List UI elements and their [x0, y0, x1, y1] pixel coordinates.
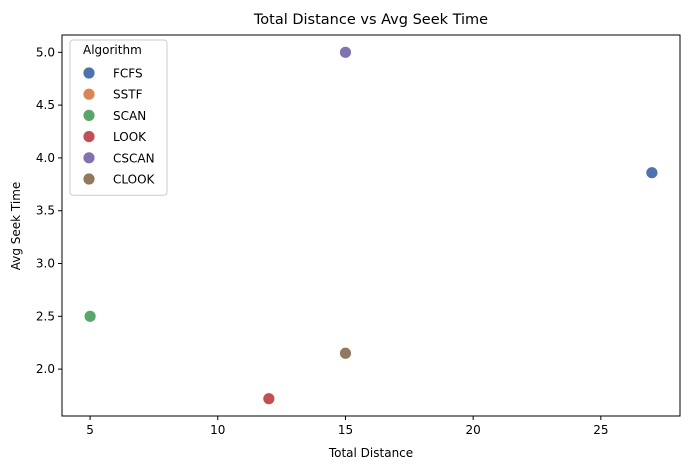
data-point-look — [262, 392, 276, 406]
y-tick-label: 2.5 — [36, 309, 55, 323]
legend-marker-clook — [82, 172, 96, 186]
y-tick-label: 2.0 — [36, 362, 55, 376]
x-axis-label: Total Distance — [328, 446, 413, 460]
x-tick-label: 25 — [593, 423, 608, 437]
legend-label-scan: SCAN — [113, 109, 146, 123]
x-axis-ticks: 5 10 15 20 25 — [86, 416, 608, 437]
x-tick-label: 10 — [210, 423, 225, 437]
legend-label-look: LOOK — [113, 130, 147, 144]
x-tick-label: 20 — [466, 423, 481, 437]
legend-marker-sstf — [82, 87, 96, 101]
y-axis-ticks: 2.0 2.5 3.0 3.5 4.0 4.5 5.0 — [36, 45, 62, 376]
legend-marker-scan — [82, 109, 96, 122]
y-axis-label: Avg Seek Time — [9, 182, 23, 271]
x-tick-label: 5 — [86, 423, 94, 437]
y-tick-label: 3.5 — [36, 204, 55, 218]
legend-label-sstf: SSTF — [113, 88, 143, 102]
legend-label-clook: CLOOK — [113, 173, 156, 187]
legend-label-cscan: CSCAN — [113, 151, 155, 165]
y-tick-label: 5.0 — [36, 45, 55, 59]
plot-frame — [61, 34, 681, 417]
legend-marker-fcfs — [82, 66, 96, 80]
legend-marker-look — [82, 130, 96, 144]
legend: Algorithm FCFS SSTF SCAN LOOK CSCAN CLOOK — [69, 39, 168, 196]
y-tick-label: 4.0 — [36, 151, 55, 165]
plot-area — [61, 34, 681, 417]
data-points — [83, 45, 659, 406]
data-point-cscan — [339, 45, 352, 59]
data-point-clook — [339, 346, 352, 360]
legend-title: Algorithm — [83, 43, 142, 57]
legend-marker-cscan — [82, 151, 96, 165]
data-point-scan — [83, 309, 97, 323]
y-tick-label: 4.5 — [36, 98, 55, 112]
y-tick-label: 3.0 — [36, 257, 55, 271]
chart-title: Total Distance vs Avg Seek Time — [253, 12, 488, 28]
data-point-fcfs — [645, 166, 659, 180]
x-tick-label: 15 — [338, 423, 353, 437]
legend-label-fcfs: FCFS — [113, 67, 143, 81]
